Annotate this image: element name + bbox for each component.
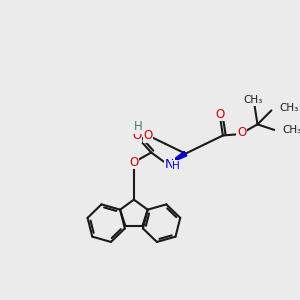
- Text: O: O: [143, 129, 153, 142]
- Text: O: O: [215, 107, 225, 121]
- Text: O: O: [237, 126, 246, 139]
- Polygon shape: [167, 152, 187, 164]
- Text: O: O: [133, 129, 142, 142]
- Text: H: H: [172, 160, 180, 171]
- Text: H: H: [134, 120, 143, 133]
- Text: CH₃: CH₃: [282, 125, 300, 135]
- Text: CH₃: CH₃: [279, 103, 298, 112]
- Text: O: O: [129, 156, 139, 169]
- Text: N: N: [165, 158, 174, 171]
- Text: CH₃: CH₃: [244, 95, 263, 105]
